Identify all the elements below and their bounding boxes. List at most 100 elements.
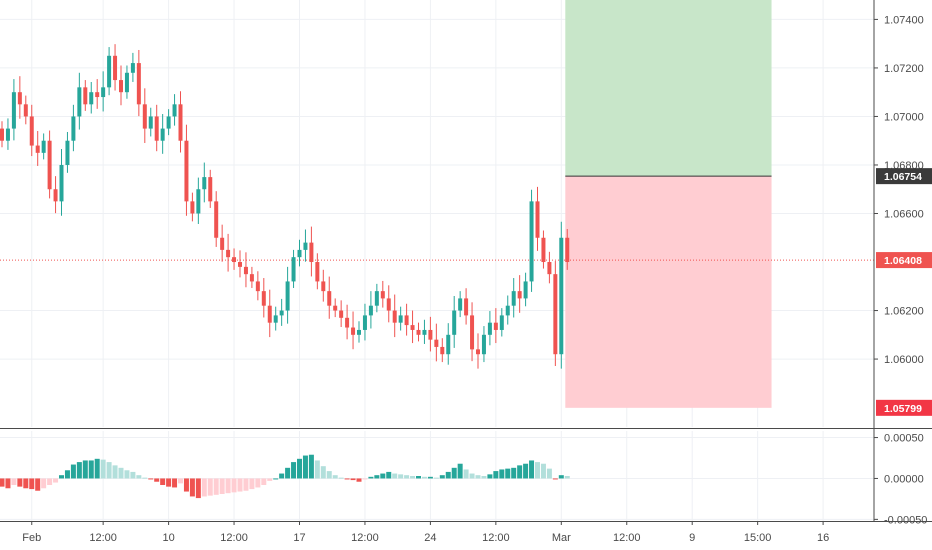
candle — [101, 71, 106, 112]
macd-bar — [475, 475, 481, 479]
candle — [23, 95, 28, 125]
time-tick-label: 17 — [293, 532, 305, 544]
candle-body — [392, 310, 397, 323]
macd-bar — [249, 478, 255, 490]
candle-body — [499, 315, 504, 330]
candle — [410, 310, 415, 344]
candle — [249, 266, 254, 288]
candle — [107, 47, 112, 96]
macd-bar — [70, 464, 76, 479]
candle-body — [261, 291, 266, 306]
candle — [89, 82, 94, 114]
macd-bar — [529, 460, 535, 479]
macd-bar — [404, 475, 410, 479]
macd-bar — [5, 478, 11, 489]
macd-bar — [100, 459, 106, 479]
candle — [464, 288, 469, 325]
candle-body — [89, 92, 94, 105]
candle — [77, 72, 82, 130]
candle-body — [71, 116, 76, 141]
candle-body — [547, 262, 552, 275]
price-tick-label: 1.06600 — [884, 209, 924, 221]
candle — [351, 311, 356, 350]
candle — [285, 266, 290, 324]
candle-body — [160, 128, 165, 141]
macd-bar — [124, 470, 130, 479]
macd-bar — [23, 478, 29, 489]
macd-bar — [380, 473, 386, 479]
macd-bar — [237, 478, 243, 492]
macd-bar — [314, 460, 320, 479]
candle-body — [196, 189, 201, 214]
macd-bar — [106, 462, 112, 479]
candle-body — [470, 315, 475, 350]
candle — [315, 253, 320, 290]
macd-bar — [142, 477, 148, 479]
candle — [541, 230, 546, 269]
candle-body — [95, 92, 100, 98]
macd-bar — [308, 454, 314, 479]
macd-bar — [416, 476, 421, 479]
candle — [565, 229, 570, 270]
macd-bar — [493, 471, 499, 479]
macd-bar — [76, 462, 82, 479]
candle — [404, 303, 409, 336]
price-tag-label: 1.06408 — [884, 255, 922, 267]
time-tick-label: Mar — [552, 532, 571, 544]
candle — [357, 321, 361, 343]
loss-zone — [565, 176, 772, 408]
macd-bar — [368, 476, 374, 479]
macd-bar — [59, 475, 64, 479]
price-tag-box — [876, 168, 932, 185]
candle-body — [202, 177, 207, 190]
macd-bar — [326, 471, 332, 479]
candle — [178, 91, 183, 153]
macd-axis[interactable]: 0.00050 0.00000 -0.00050 — [874, 433, 927, 527]
candle-body — [101, 87, 106, 98]
candle — [440, 338, 445, 363]
macd-bar — [558, 475, 564, 479]
macd-bar — [350, 478, 356, 481]
long-position-tool[interactable] — [0, 0, 874, 408]
candle-body — [464, 298, 469, 316]
candle-body — [339, 310, 344, 318]
candle — [41, 133, 46, 160]
candle-body — [77, 87, 82, 117]
candle — [243, 252, 248, 288]
candle-body — [452, 310, 457, 335]
price-axis[interactable]: 1.074001.072001.070001.068001.066001.062… — [874, 14, 924, 366]
macd-bar — [535, 462, 540, 479]
price-tags: 1.06754 1.06408 1.05799 — [876, 168, 932, 416]
candle — [487, 311, 492, 346]
candle-body — [267, 305, 272, 323]
candle — [35, 131, 40, 166]
candle-body — [404, 315, 409, 326]
candle — [95, 79, 100, 109]
candle — [119, 65, 123, 106]
macd-bar — [183, 478, 189, 492]
macd-bar — [231, 478, 237, 493]
price-tag: 1.05799 — [876, 399, 932, 416]
candle-body — [345, 317, 350, 328]
candle — [559, 221, 564, 369]
macd-bar — [166, 478, 172, 487]
candle-body — [273, 315, 278, 323]
candle-body — [297, 249, 302, 258]
candle — [172, 94, 177, 126]
macd-bar — [427, 476, 433, 479]
candle-body — [321, 281, 326, 292]
price-tag: 1.06754 — [876, 168, 932, 185]
candle — [154, 104, 159, 152]
candle — [374, 283, 379, 313]
time-axis[interactable]: Feb 12:00 10 12:00 17 12:00 24 12:00 Mar 12:00 9 15… — [22, 521, 829, 544]
candle-body — [422, 329, 427, 335]
macd-bar — [243, 478, 249, 491]
candle-body — [493, 322, 498, 330]
time-tick-label: 15:00 — [744, 532, 772, 544]
macd-bar — [546, 468, 552, 479]
candle-body — [410, 325, 415, 330]
macd-bar — [392, 473, 398, 479]
candle-body — [309, 242, 314, 263]
macd-bar — [523, 463, 529, 479]
